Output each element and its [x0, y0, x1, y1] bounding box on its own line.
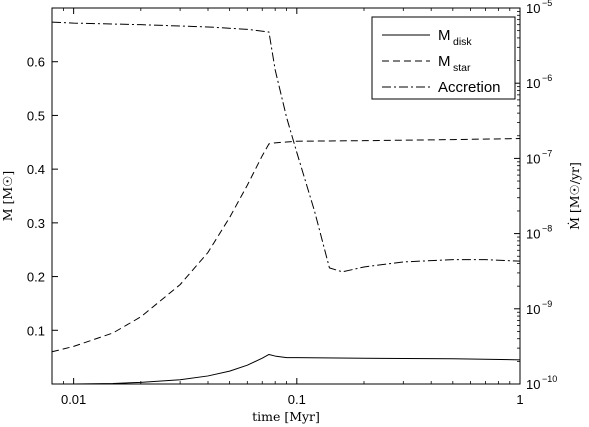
- series-line-disk: [52, 353, 521, 385]
- y-right-tick-exponent: −9: [542, 299, 552, 309]
- y-right-tick-label: 10: [526, 1, 540, 16]
- y-right-tick-exponent: −6: [542, 73, 552, 83]
- y-left-tick-label: 0.2: [27, 270, 45, 285]
- legend-label: Accretion: [438, 79, 501, 96]
- y-right-tick-exponent: −8: [542, 224, 552, 234]
- y-left-tick-label: 0.4: [27, 162, 45, 177]
- y-right-tick-label: 10: [526, 302, 540, 317]
- y-left-tick-label: 0.3: [27, 216, 45, 231]
- y-right-tick-exponent: −5: [542, 0, 552, 8]
- y-left-axis-label: M [M☉]: [0, 171, 15, 222]
- y-right-tick-exponent: −7: [542, 148, 552, 158]
- x-tick-label: 0.01: [61, 392, 86, 407]
- legend-label: M: [438, 27, 451, 44]
- x-axis-label: time [Myr]: [252, 409, 320, 424]
- legend-label: M: [438, 53, 451, 70]
- x-tick-label: 1: [516, 392, 523, 407]
- y-right-tick-label: 10: [526, 227, 540, 242]
- y-right-tick-label: 10: [526, 377, 540, 392]
- x-tick-label: 0.1: [288, 392, 306, 407]
- legend-box: [371, 16, 516, 100]
- y-right-tick-label: 10: [526, 76, 540, 91]
- series-line-star: [51, 138, 521, 353]
- legend-label-subscript: star: [453, 62, 471, 74]
- plot-frame: [51, 7, 521, 385]
- y-right-axis-label: Ṁ [M☉/yr]: [567, 162, 582, 230]
- y-left-tick-label: 0.5: [27, 108, 45, 123]
- legend-label-subscript: disk: [453, 36, 472, 48]
- y-left-tick-label: 0.6: [27, 55, 45, 70]
- y-right-tick-label: 10: [526, 151, 540, 166]
- series-lines: [51, 21, 521, 385]
- series-line-accretion: [51, 21, 521, 273]
- y-right-tick-exponent: −10: [542, 374, 557, 384]
- y-left-tick-label: 0.1: [27, 323, 45, 338]
